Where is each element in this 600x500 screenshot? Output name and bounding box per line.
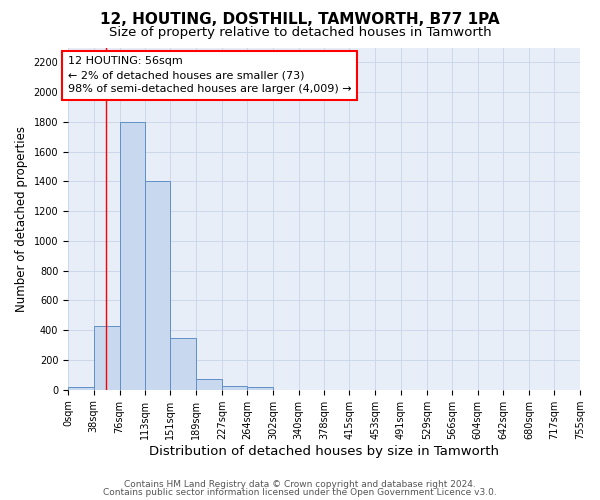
Text: Contains HM Land Registry data © Crown copyright and database right 2024.: Contains HM Land Registry data © Crown c…: [124, 480, 476, 489]
Bar: [145, 182, 170, 390]
Bar: [247, 388, 273, 390]
Text: 12, HOUTING, DOSTHILL, TAMWORTH, B77 1PA: 12, HOUTING, DOSTHILL, TAMWORTH, B77 1PA: [100, 12, 500, 28]
Y-axis label: Number of detached properties: Number of detached properties: [15, 126, 28, 312]
Bar: [170, 338, 196, 390]
Text: 12 HOUTING: 56sqm
← 2% of detached houses are smaller (73)
98% of semi-detached : 12 HOUTING: 56sqm ← 2% of detached house…: [68, 56, 352, 94]
X-axis label: Distribution of detached houses by size in Tamworth: Distribution of detached houses by size …: [149, 444, 499, 458]
Bar: [119, 122, 145, 390]
Bar: [222, 386, 247, 390]
Bar: [196, 378, 222, 390]
Text: Contains public sector information licensed under the Open Government Licence v3: Contains public sector information licen…: [103, 488, 497, 497]
Text: Size of property relative to detached houses in Tamworth: Size of property relative to detached ho…: [109, 26, 491, 39]
Bar: [68, 388, 94, 390]
Bar: [94, 326, 119, 390]
